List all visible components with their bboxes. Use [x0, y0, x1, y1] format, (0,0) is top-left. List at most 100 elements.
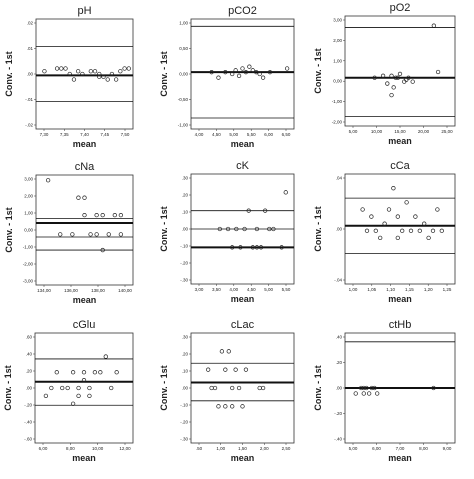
data-point: [76, 393, 81, 399]
data-point: [230, 385, 235, 391]
data-point: [361, 385, 366, 391]
data-point: [81, 370, 87, 375]
x-tick-label: 7,00: [396, 446, 405, 451]
x-axis-label: mean: [231, 139, 255, 149]
x-axis-label: mean: [388, 294, 412, 304]
data-point: [358, 385, 364, 391]
data-point: [92, 69, 98, 74]
x-tick-label: 4,00: [229, 287, 238, 292]
chart-title: cGlu: [73, 319, 96, 331]
data-point: [260, 75, 266, 80]
y-axis-label: Conv. - 1st: [159, 365, 169, 410]
chart-title: cK: [236, 160, 250, 172]
y-tick-label: .00: [336, 386, 343, 391]
y-tick-label: .60: [26, 335, 33, 340]
data-point: [247, 64, 252, 69]
data-point: [364, 228, 370, 233]
data-point: [242, 226, 247, 232]
y-tick-label: -1,00: [178, 123, 189, 128]
data-point: [114, 370, 119, 375]
data-point: [223, 70, 228, 75]
data-point: [230, 245, 235, 250]
data-point: [230, 71, 235, 77]
x-tick-label: 7,40: [80, 132, 89, 137]
y-tick-label: .30: [182, 335, 189, 340]
data-point: [87, 393, 92, 399]
data-point: [410, 79, 415, 84]
chart-title: pCO2: [228, 5, 257, 17]
y-tick-label: -.20: [180, 420, 188, 425]
y-tick-label: .04: [336, 176, 343, 181]
data-point: [234, 226, 239, 232]
x-tick-label: 7,35: [60, 132, 69, 137]
data-point: [397, 71, 403, 77]
x-tick-label: 8,00: [66, 446, 75, 451]
y-tick-label: 3,00: [24, 177, 33, 182]
data-point: [391, 186, 396, 191]
data-point: [240, 404, 245, 409]
data-point: [254, 245, 260, 250]
x-tick-label: 4,00: [195, 132, 204, 137]
y-tick-label: .00: [336, 227, 343, 232]
chart-title: cNa: [75, 161, 95, 173]
data-point: [81, 377, 87, 383]
data-point: [236, 385, 242, 391]
data-point: [378, 235, 383, 241]
y-tick-label: 0,50: [179, 46, 188, 51]
y-axis-label: Conv. - 1st: [313, 206, 323, 251]
y-tick-label: .00: [182, 386, 189, 391]
x-tick-label: 138,00: [91, 288, 105, 293]
y-tick-label: -.01: [25, 97, 33, 102]
y-axis-label: Conv. - 1st: [313, 48, 323, 93]
y-tick-label: .30: [182, 176, 189, 181]
y-tick-label: 2,00: [24, 194, 33, 199]
data-point: [395, 235, 400, 241]
y-tick-label: -2,00: [332, 120, 343, 125]
data-point: [76, 69, 81, 74]
y-tick-label: -.20: [180, 261, 188, 266]
data-point: [233, 68, 238, 73]
data-point: [109, 71, 115, 77]
data-point: [88, 232, 93, 237]
x-tick-label: 1,05: [367, 287, 376, 292]
y-tick-label: -1,00: [23, 245, 34, 250]
data-point: [391, 85, 396, 90]
data-point: [206, 367, 211, 372]
x-tick-label: 1,25: [443, 287, 452, 292]
data-point: [82, 195, 87, 200]
chart-panel-ck: cK .30 .20 .10 .00 -.10 -.20 -.30 3,00 3,50 4,00 4,…: [159, 160, 295, 304]
data-point: [271, 226, 276, 232]
data-point: [430, 228, 436, 233]
y-tick-label: .10: [182, 369, 189, 374]
y-tick-label: .01: [27, 46, 34, 51]
y-axis-label: Conv. - 1st: [159, 51, 169, 96]
data-point: [258, 245, 264, 250]
chart-panel-cglu: cGlu .60 .40 .20 .00 -.20 -.40 -.60 6,00 8,00 10,0…: [3, 319, 134, 463]
data-point: [49, 385, 54, 391]
chart-panel-cthb: ctHb .40 .20 .00 -.20 -.40 5,00 6,00 7,00 8,00 9,0…: [313, 319, 456, 463]
x-tick-label: 7,45: [100, 132, 109, 137]
y-tick-label: .10: [182, 210, 189, 215]
data-point: [209, 70, 214, 75]
x-axis-label: mean: [73, 139, 97, 149]
data-point: [54, 66, 60, 71]
data-point: [422, 221, 427, 226]
plot-frame: [344, 173, 456, 285]
data-point: [76, 195, 81, 200]
data-point: [382, 221, 387, 226]
data-point: [76, 385, 81, 391]
y-tick-label: 0,00: [24, 228, 33, 233]
y-tick-label: -.10: [180, 244, 188, 249]
x-tick-label: 5,00: [349, 446, 358, 451]
data-point: [369, 214, 374, 219]
y-tick-label: 3,00: [333, 18, 342, 23]
x-tick-label: 5,50: [282, 287, 291, 292]
data-point: [87, 385, 92, 391]
x-tick-label: 3,50: [212, 287, 221, 292]
x-axis-label: mean: [73, 295, 97, 305]
x-tick-label: 9,00: [443, 446, 452, 451]
y-tick-label: .20: [336, 360, 343, 365]
chart-panel-ph: pH .02 .01 .00 -.01 -.02 7,30 7,35 7,40 7,45 7,50 m…: [4, 5, 134, 149]
x-tick-label: 12,00: [119, 446, 131, 451]
